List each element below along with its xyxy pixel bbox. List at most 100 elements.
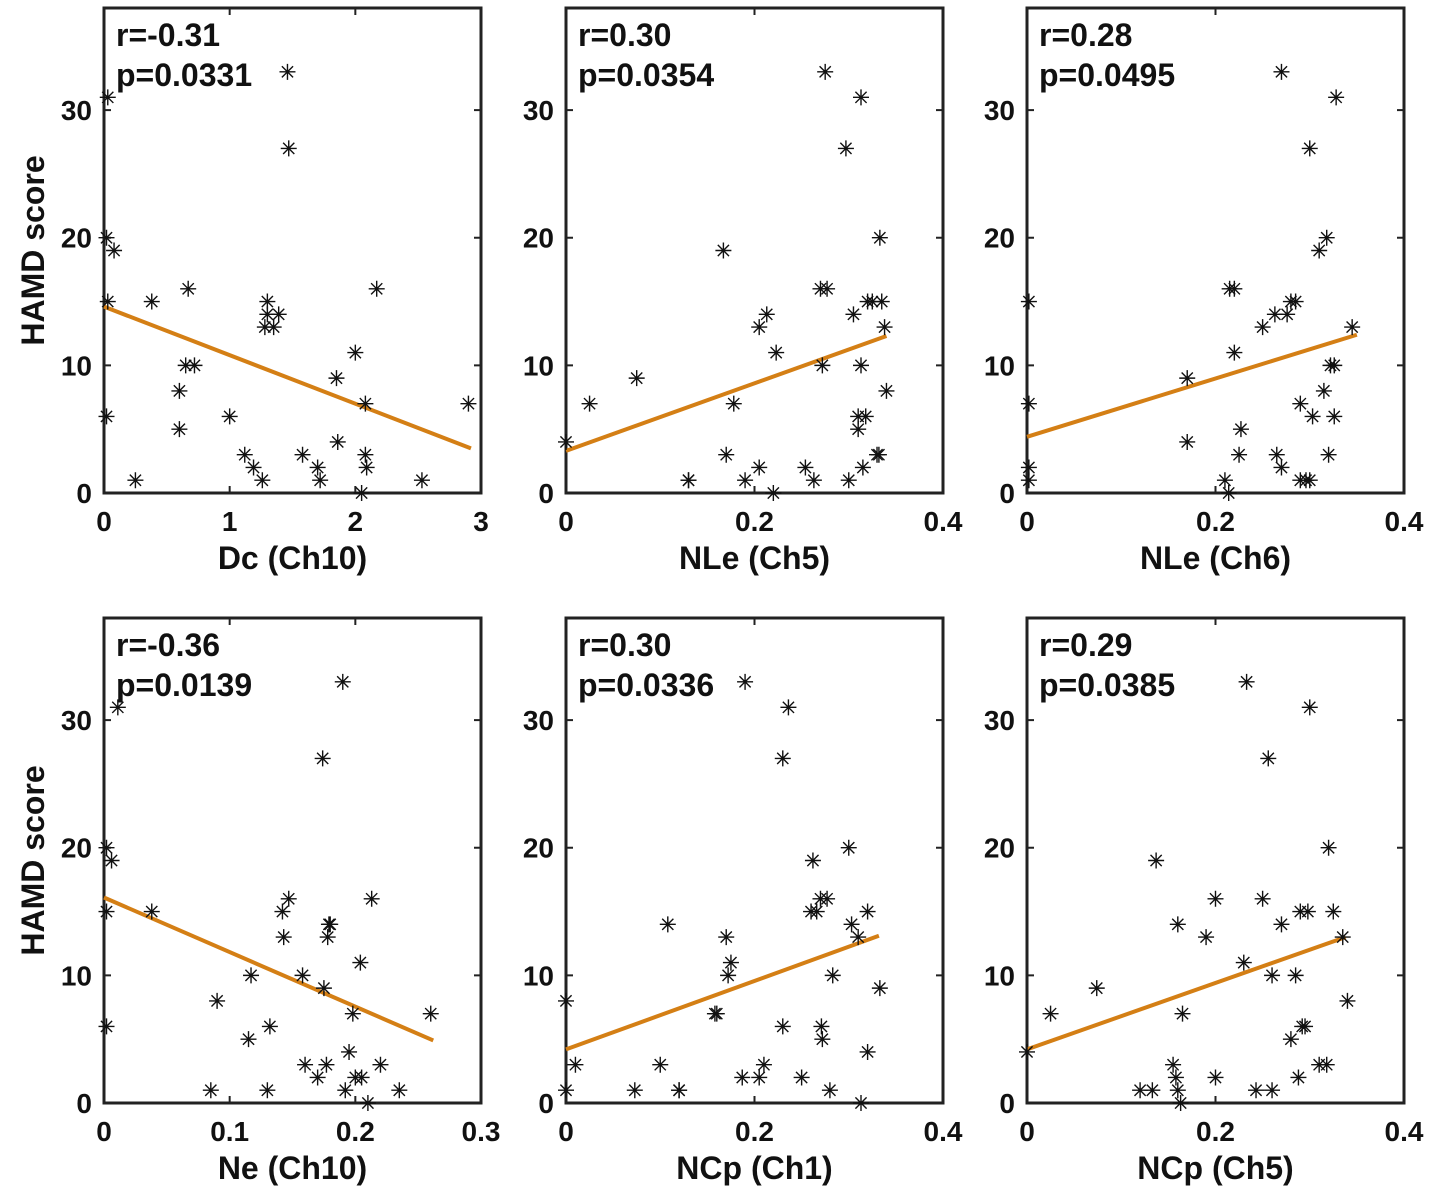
regression-line (565, 933, 880, 1052)
data-point-marker (280, 140, 297, 157)
x-axis-label: NCp (Ch1) (676, 1150, 832, 1186)
data-point-marker (1169, 1082, 1186, 1099)
data-point-marker (309, 459, 326, 476)
data-point-marker (341, 1043, 358, 1060)
data-point-marker (1318, 229, 1335, 246)
data-point-marker (567, 1056, 584, 1073)
y-tick-label: 30 (984, 95, 1015, 126)
data-point-marker (680, 472, 697, 489)
data-point-marker (1165, 1056, 1182, 1073)
y-tick-label: 0 (538, 478, 554, 509)
data-point-marker (1216, 472, 1233, 489)
y-axis-label: HAMD score (15, 765, 51, 955)
data-point-marker (103, 852, 120, 869)
data-point-marker (1320, 446, 1337, 463)
data-point-marker (1297, 1018, 1314, 1035)
data-point-marker (850, 421, 867, 438)
data-point-marker (1020, 395, 1037, 412)
data-point-marker (254, 472, 271, 489)
data-point-marker (840, 472, 857, 489)
y-tick-label: 20 (523, 833, 554, 864)
data-point-marker (98, 1018, 115, 1035)
data-point-marker (797, 459, 814, 476)
data-point-marker (314, 750, 331, 767)
data-point-marker (774, 1018, 791, 1035)
data-point-marker (337, 1082, 354, 1099)
p-value-label: p=0.0336 (578, 667, 714, 703)
data-point-marker (1042, 1005, 1059, 1022)
p-value-label: p=0.0139 (116, 667, 252, 703)
data-point-marker (270, 306, 287, 323)
y-tick-label: 0 (999, 1088, 1015, 1119)
data-point-marker (1248, 1082, 1265, 1099)
y-tick-label: 30 (61, 95, 92, 126)
scatter-panel-2: 0 10 20 30 0 0.2 0.4 NLe (Ch5) r=0.30 p=0.0354 (523, 6, 963, 576)
x-axis-label: Ne (Ch10) (218, 1150, 367, 1186)
data-point-marker (1019, 1043, 1035, 1060)
data-point-marker (236, 446, 253, 463)
data-point-marker (334, 673, 351, 690)
data-point-marker (1268, 446, 1285, 463)
data-point-marker (840, 839, 857, 856)
data-point-marker (127, 472, 144, 489)
data-point-marker (845, 306, 862, 323)
data-point-marker (1334, 929, 1351, 946)
data-point-marker (1260, 750, 1277, 767)
data-point-marker (671, 1082, 688, 1099)
data-point-marker (819, 280, 836, 297)
data-point-marker (814, 1031, 831, 1048)
p-value-label: p=0.0354 (578, 57, 714, 93)
data-point-marker (368, 280, 385, 297)
data-point-marker (821, 1082, 838, 1099)
x-tick-label: 0.4 (924, 1116, 963, 1147)
data-point-marker (274, 903, 291, 920)
data-point-marker (1273, 459, 1290, 476)
data-point-marker (1264, 1082, 1281, 1099)
p-value-label: p=0.0331 (116, 57, 252, 93)
regression-line (1026, 935, 1347, 1052)
scatter-panel-3: 0 10 20 30 0 0.2 0.4 NLe (Ch6) r=0.28 p=0.0495 (984, 6, 1424, 576)
data-point-marker (722, 954, 739, 971)
data-point-marker (859, 1043, 876, 1060)
y-tick-label: 20 (523, 223, 554, 254)
data-point-marker (98, 839, 115, 856)
data-point-marker (1254, 319, 1271, 336)
data-point-marker (725, 395, 742, 412)
x-tick-label: 1 (222, 506, 238, 537)
y-tick-label: 10 (61, 350, 92, 381)
data-point-marker (259, 293, 276, 310)
data-point-marker (357, 446, 374, 463)
data-point-marker (309, 1069, 326, 1086)
data-point-marker (106, 242, 123, 259)
data-point-marker (240, 1031, 257, 1048)
data-point-marker (1020, 459, 1037, 476)
data-point-marker (755, 1056, 772, 1073)
y-tick-label: 10 (61, 960, 92, 991)
data-point-marker (460, 395, 477, 412)
data-point-marker (1273, 916, 1290, 933)
data-point-marker (652, 1056, 669, 1073)
data-point-marker (774, 750, 791, 767)
data-point-marker (1198, 929, 1215, 946)
scatter-panel-6: 0 10 20 30 0 0.2 0.4 NCp (Ch5) r=0.29 p=0.0385 (984, 616, 1424, 1186)
data-point-marker (737, 472, 754, 489)
data-point-marker (256, 319, 273, 336)
x-axis-label: NLe (Ch5) (679, 540, 830, 576)
y-tick-label: 20 (984, 223, 1015, 254)
data-point-marker (1238, 673, 1255, 690)
data-point-marker (1088, 980, 1105, 997)
data-point-marker (202, 1082, 219, 1099)
data-point-marker (1315, 382, 1332, 399)
x-tick-label: 2 (348, 506, 364, 537)
data-point-marker (720, 967, 737, 984)
x-tick-label: 0 (96, 506, 112, 537)
regression-line (103, 304, 472, 451)
data-point-marker (1226, 344, 1243, 361)
data-point-marker (1290, 1069, 1307, 1086)
data-point-marker (279, 63, 296, 80)
data-point-marker (99, 293, 116, 310)
data-point-marker (1304, 408, 1321, 425)
data-point-marker (1301, 140, 1318, 157)
